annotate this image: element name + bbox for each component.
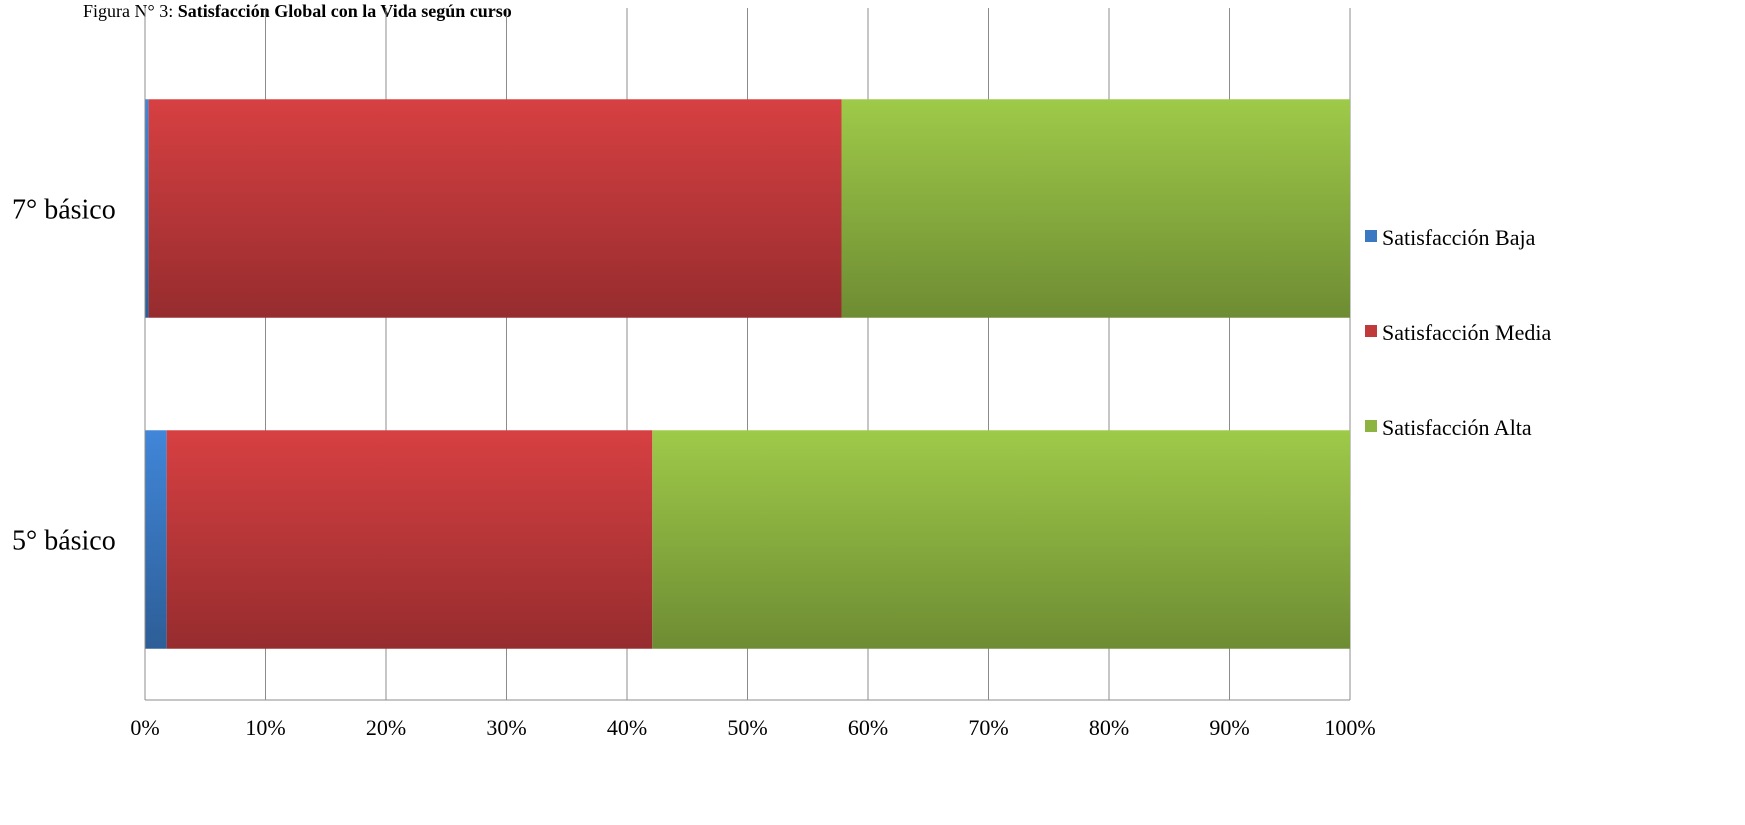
caption-title: Satisfacción Global con la Vida según cu… (177, 1, 512, 21)
x-tick-label: 100% (1324, 715, 1375, 740)
legend: Satisfacción Baja Satisfacción Media Satis… (1365, 225, 1551, 440)
x-tick-label: 70% (968, 715, 1008, 740)
x-tick-label: 90% (1209, 715, 1249, 740)
bar-segment (652, 430, 1350, 649)
bar-segment (166, 430, 653, 649)
bar-segment (148, 99, 842, 318)
bar-segment (145, 99, 149, 318)
x-tick-label: 50% (727, 715, 767, 740)
x-tick-label: 10% (245, 715, 285, 740)
x-tick-label: 80% (1089, 715, 1129, 740)
bar-segment (841, 99, 1350, 318)
x-tick-label: 20% (366, 715, 406, 740)
legend-label: Satisfacción Baja (1382, 225, 1536, 250)
bar-segment (145, 430, 167, 649)
legend-swatch (1365, 325, 1377, 337)
legend-label: Satisfacción Media (1382, 320, 1551, 345)
legend-swatch (1365, 420, 1377, 432)
caption-prefix: Figura N° 3: (83, 1, 178, 21)
x-tick-label: 30% (486, 715, 526, 740)
y-category-label: 7° básico (12, 195, 116, 226)
legend-swatch (1365, 230, 1377, 242)
bars (145, 99, 1350, 649)
x-tick-label: 0% (130, 715, 159, 740)
y-category-label: 5° básico (12, 526, 116, 557)
x-tick-label: 60% (848, 715, 888, 740)
axes: 0% 10% 20% 30% 40% 50% 60% 70% 80% 90% 100% 5° bási… (12, 68, 1376, 740)
x-tick-label: 40% (607, 715, 647, 740)
figure-caption: Figura N° 3: Satisfacción Global con la … (83, 1, 512, 22)
legend-label: Satisfacción Alta (1382, 415, 1532, 440)
